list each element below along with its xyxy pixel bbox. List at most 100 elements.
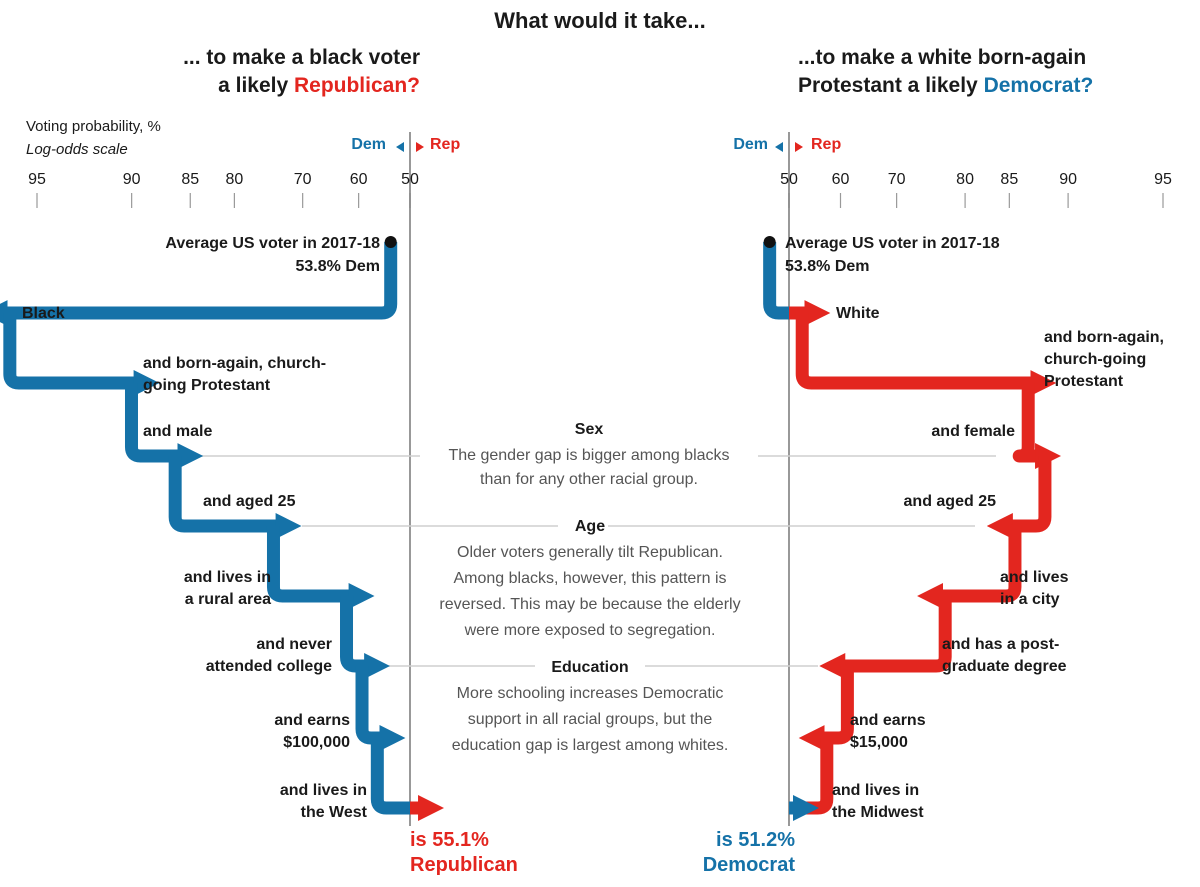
left-dem-label: Dem [351,136,386,153]
right-result: is 51.2% Democrat [703,829,796,876]
note-age-heading: Age [575,518,605,535]
axis-tick-label: 90 [1059,171,1077,188]
right-start-value: 53.8% Dem [785,258,870,275]
right-direction-indicator: Dem Rep [733,136,841,153]
right-step-label: and lives in the Midwest [832,782,924,821]
right-axis-ticks: 50 60 70 80 85 90 95 [780,171,1172,208]
start-dot [763,236,776,248]
step-segment [355,666,406,751]
step-segment [917,526,1022,609]
left-step-label-line: a rural area [185,591,271,608]
chart-title: What would it take... [494,8,705,33]
note-education-line: education gap is largest among whites. [452,737,729,754]
right-start-label: Average US voter in 2017-18 [785,235,1000,252]
step-segment [340,596,391,679]
right-step-label-line: and earns [850,712,926,729]
note-sex-heading: Sex [575,421,604,438]
right-step-labels: White and born-again, church-going Protest… [832,305,1164,821]
axis-tick-label: 70 [888,171,906,188]
step-segment [168,456,302,539]
left-start-value: 53.8% Dem [296,258,381,275]
right-heading-line2: Protestant a likely Democrat? [798,74,1093,97]
right-rep-label: Rep [811,136,841,153]
left-result: is 55.1% Republican [410,829,518,876]
left-axis-ticks: 95 90 85 80 70 60 50 [28,171,419,208]
step-segment [798,666,854,751]
left-step-label-line: and born-again, church- [143,355,326,372]
step-segment [0,242,398,326]
left-heading-prefix: a likely [218,74,294,97]
left-result-line1: is 55.1% [410,829,489,851]
right-step-label: and has a post-graduate degree [942,636,1067,675]
left-step-label: Black [22,305,65,322]
left-path [0,236,445,821]
right-step-label: and aged 25 [904,493,997,510]
right-step-label-line: and lives [1000,569,1069,586]
right-heading-party: Democrat? [984,74,1094,97]
left-step-label-line: and never [256,636,332,653]
axis-tick-label: 70 [294,171,312,188]
axis-tick-label: 80 [956,171,974,188]
left-step-label: and lives in the West [280,782,368,821]
left-start: Average US voter in 2017-18 53.8% Dem [165,235,380,275]
right-step-label: and lives in a city [1000,569,1069,608]
axis-tick-label: 95 [1154,171,1172,188]
step-segment [266,526,375,609]
axis-tick-label: 85 [181,171,199,188]
left-rep-arrow-icon [416,142,424,152]
note-education: Education More schooling increases Democ… [452,659,729,754]
right-rep-arrow-icon [795,142,803,152]
right-step-label: and earns $15,000 [850,712,926,751]
left-step-label-line: the West [301,804,368,821]
step-segment [819,596,952,679]
note-age-line: Older voters generally tilt Republican. [457,544,723,561]
right-start: Average US voter in 2017-18 53.8% Dem [785,235,1000,275]
left-step-label: and lives in a rural area [184,569,271,608]
step-segment [124,383,204,469]
axis-scale-note: Log-odds scale [26,141,128,158]
right-step-label: and born-again, church-going Protestant [1044,329,1164,390]
left-step-label: and born-again, church-going Protestant [143,355,326,394]
axis-tick-label: 85 [1000,171,1018,188]
right-step-label-line: Protestant [1044,373,1124,390]
right-result-line2: Democrat [703,854,796,876]
note-education-line: More schooling increases Democratic [457,685,724,702]
step-segment [986,456,1052,539]
note-sex-line: than for any other racial group. [480,471,698,488]
note-age: Age Older voters generally tilt Republic… [439,518,740,639]
left-step-label-line: and earns [274,712,350,729]
left-heading-line1: ... to make a black voter [183,46,420,69]
left-step-label-line: and lives in [280,782,367,799]
right-heading-line1: ...to make a white born-again [798,46,1086,69]
right-step-label-line: in a city [1000,591,1060,608]
left-step-label: and aged 25 [203,493,296,510]
note-sex-line: The gender gap is bigger among blacks [448,447,729,464]
axis-tick-label: 80 [225,171,243,188]
note-connectors [200,455,996,667]
axis-tick-label: 90 [123,171,141,188]
right-step-label-line: $15,000 [850,734,908,751]
step-segment [789,738,834,815]
step-segment [795,313,1057,396]
right-step-label-line: and born-again, [1044,329,1164,346]
right-dem-label: Dem [733,136,768,153]
left-step-label: and earns $100,000 [274,712,350,751]
left-step-label-line: going Protestant [143,377,271,394]
start-dot [384,236,397,248]
axis-tick-label: 60 [350,171,368,188]
note-sex: Sex The gender gap is bigger among black… [448,421,729,488]
axis-tick-label: 95 [28,171,46,188]
note-education-line: support in all racial groups, but the [468,711,713,728]
right-step-label-line: and has a post- [942,636,1059,653]
left-heading-party: Republican? [294,74,420,97]
right-step-label-line: the Midwest [832,804,924,821]
left-dem-arrow-icon [396,142,404,152]
right-step-label: and female [931,423,1015,440]
step-segment [3,313,160,396]
axis-tick-label: 60 [832,171,850,188]
left-result-line2: Republican [410,854,518,876]
note-age-line: reversed. This may be because the elderl… [439,596,740,613]
left-step-label: and never attended college [206,636,332,675]
left-direction-indicator: Dem Rep [351,136,460,153]
note-age-line: Among blacks, however, this pattern is [453,570,726,587]
